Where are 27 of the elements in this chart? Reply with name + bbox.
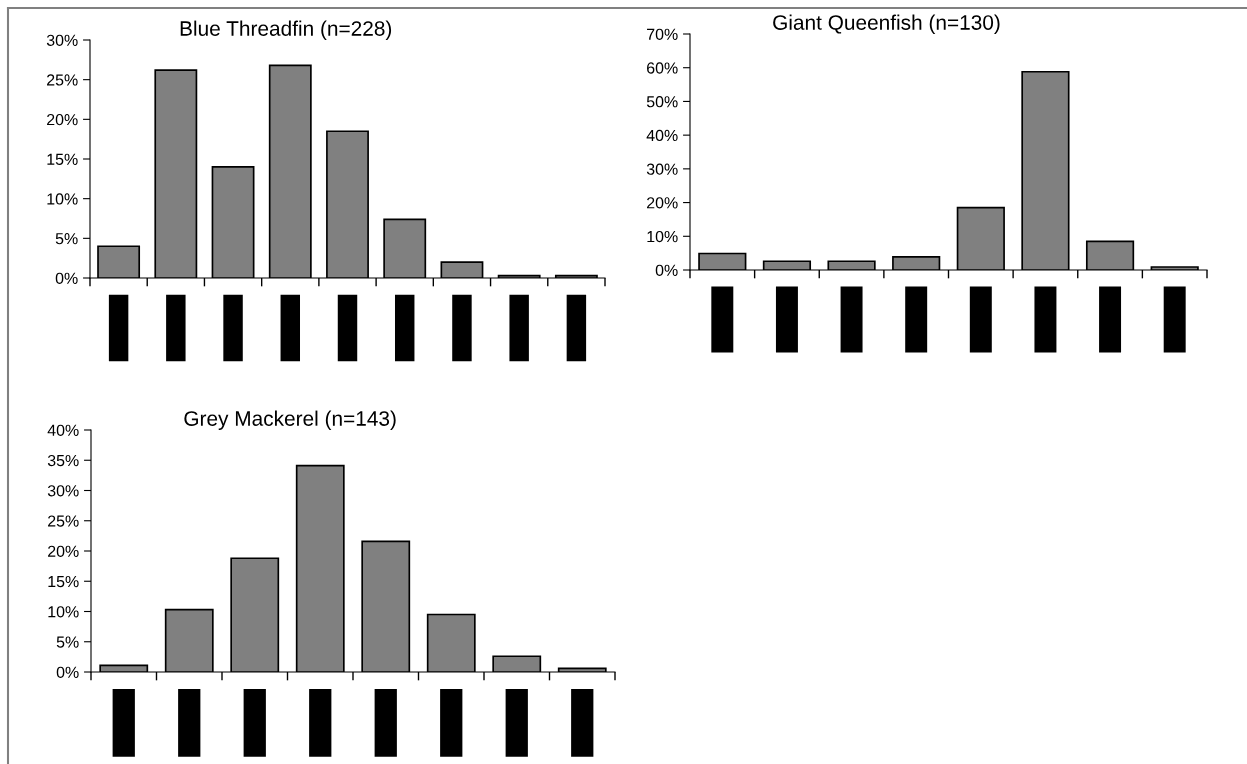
y-tick-label: 25% <box>47 74 78 86</box>
y-tick-label: 0% <box>55 272 78 284</box>
y-tick-label: 10% <box>647 230 678 243</box>
y-tick-label: 30% <box>47 485 79 497</box>
y-tick-label: 20% <box>47 113 78 126</box>
y-tick-label: 60% <box>647 62 678 74</box>
y-tick-label: 40% <box>646 129 678 142</box>
chart-title: Blue Threadfin (n=228) <box>180 20 392 40</box>
y-tick-label: 20% <box>647 197 678 209</box>
y-tick-label: 30% <box>646 163 678 175</box>
y-tick-label: 35% <box>47 454 79 467</box>
y-tick-label: 20% <box>48 545 79 557</box>
y-tick-label: 50% <box>646 96 678 108</box>
chart-title: Grey Mackerel (n=143) <box>184 410 396 430</box>
y-tick-label: 0% <box>655 264 678 276</box>
y-tick-label: 10% <box>48 606 79 618</box>
y-tick-label: 10% <box>47 193 78 205</box>
y-tick-label: 40% <box>47 424 79 436</box>
y-tick-label: 70% <box>647 28 678 40</box>
y-tick-label: 30% <box>46 34 78 46</box>
chart-title: Giant Queenfish (n=130) <box>773 14 1000 34</box>
y-tick-label: 25% <box>48 515 79 527</box>
y-tick-label: 15% <box>48 575 79 588</box>
y-tick-label: 0% <box>56 666 79 678</box>
y-tick-label: 5% <box>56 636 79 648</box>
y-tick-label: 5% <box>55 233 78 245</box>
y-tick-label: 15% <box>47 153 78 165</box>
